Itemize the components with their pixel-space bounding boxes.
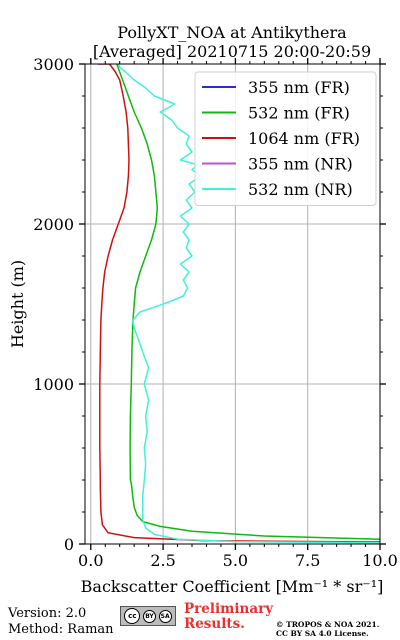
y-axis-label: Height (m) [8,260,27,348]
legend-label-532-nm-fr: 532 nm (FR) [248,104,350,123]
legend-label-532-nm-nr: 532 nm (NR) [248,180,353,199]
legend-label-355-nm-nr: 355 nm (NR) [248,155,353,174]
preliminary-line-2: Results. [184,616,245,632]
sa-icon: SA [158,609,172,623]
legend: 355 nm (FR) 532 nm (FR) 1064 nm (FR) 355 nm… [194,71,377,206]
copyright-line-1: © TROPOS & NOA 2021. [276,620,380,629]
x-tick-label: 5.0 [223,551,248,570]
y-tick-label: 3000 [33,55,74,74]
x-tick-label: 0.0 [78,551,103,570]
series-line-1064-nm-fr [98,64,380,543]
x-tick-label: 2.5 [150,551,175,570]
cc-icon: cc [124,608,141,624]
x-tick-label: 7.5 [295,551,320,570]
x-tick-label: 10.0 [362,551,398,570]
legend-box [194,71,377,206]
version-text: Version: 2.0 [8,606,87,621]
legend-label-1064-nm-fr: 1064 nm (FR) [248,129,360,148]
y-tick-label: 1000 [33,375,74,394]
preliminary-line-1: Preliminary [184,601,274,617]
method-text: Method: Raman [8,622,114,637]
chart-title: PollyXT_NOA at Antikythera [117,23,347,42]
legend-label-355-nm-fr: 355 nm (FR) [248,78,350,97]
series-line-532-nm-nr [117,64,380,544]
by-icon: BY [142,609,156,623]
y-tick-label: 0 [64,535,74,554]
backscatter-profile-chart: PollyXT_NOA at Antikythera [Averaged] 20… [8,23,398,596]
x-axis-label: Backscatter Coefficient [Mm⁻¹ * sr⁻¹] [81,577,384,596]
axis-ticks: 0.0 2.5 5.0 7.5 10.0 0 1000 2000 3000 [33,55,398,570]
preliminary-notice: Preliminary Results. [184,602,273,632]
data-series [98,64,380,544]
copyright-line-2: CC BY SA 4.0 License. [276,629,369,638]
chart-subtitle: [Averaged] 20210715 20:00-20:59 [93,42,371,61]
plot-frame [84,63,381,545]
y-tick-label: 2000 [33,215,74,234]
cc-license-badge: cc BY SA [120,606,176,626]
footer-info: Version: 2.0 Method: Raman [8,606,114,638]
copyright-notice: © TROPOS & NOA 2021. CC BY SA 4.0 Licens… [276,620,379,638]
